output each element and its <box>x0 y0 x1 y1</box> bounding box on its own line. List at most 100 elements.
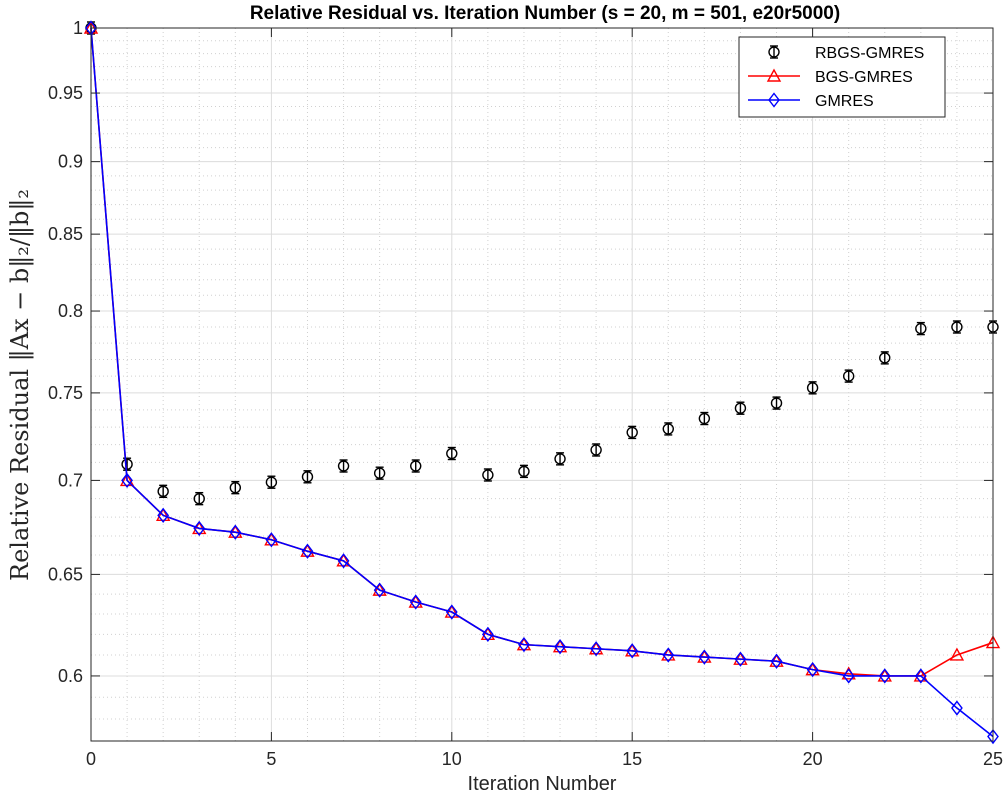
data-point-rbgs-gmres <box>879 351 891 365</box>
data-point-gmres <box>481 626 494 642</box>
data-point-gmres <box>626 643 639 659</box>
data-point-gmres <box>734 651 747 667</box>
circle-marker <box>157 485 169 498</box>
circle-marker <box>662 423 674 435</box>
data-point-rbgs-gmres <box>337 459 350 473</box>
circle-marker <box>879 352 891 364</box>
axes-box <box>90 27 994 742</box>
data-point-rbgs-gmres <box>842 369 855 383</box>
data-point-rbgs-gmres <box>482 468 494 482</box>
y-tick-label: 0.7 <box>58 470 83 490</box>
data-point-bgs-gmres <box>119 472 135 487</box>
x-tick-label: 20 <box>803 749 823 769</box>
data-point-gmres <box>445 604 458 620</box>
data-point-rbgs-gmres <box>734 401 747 415</box>
data-point-rbgs-gmres <box>121 457 133 471</box>
y-tick-label: 0.9 <box>58 152 83 172</box>
data-point-gmres <box>951 700 963 716</box>
x-tick-label: 5 <box>266 749 276 769</box>
data-point-rbgs-gmres <box>301 470 314 484</box>
data-series <box>83 20 1001 745</box>
data-point-gmres <box>987 728 999 745</box>
data-point-rbgs-gmres <box>662 422 674 436</box>
legend-marker <box>768 45 780 59</box>
legend-marker <box>766 68 782 82</box>
data-point-gmres <box>842 668 855 684</box>
x-tick-label: 25 <box>983 749 1003 769</box>
circle-marker <box>554 453 566 465</box>
legend-marker <box>768 92 780 108</box>
y-tick-label: 0.85 <box>48 224 83 244</box>
legend-label: RBGS-GMRES <box>815 45 924 62</box>
legend-item-rbgs-gmres: RBGS-GMRES <box>768 45 924 62</box>
circle-marker <box>734 402 747 414</box>
circle-marker <box>842 370 855 382</box>
y-tick-label: 0.8 <box>58 301 83 321</box>
data-point-gmres <box>373 582 386 598</box>
circle-marker <box>951 321 963 333</box>
data-point-rbgs-gmres <box>446 446 458 461</box>
data-point-gmres <box>878 668 891 684</box>
circle-marker <box>768 46 780 58</box>
data-point-rbgs-gmres <box>626 425 638 440</box>
data-point-rbgs-gmres <box>806 381 819 395</box>
data-point-gmres <box>301 543 314 559</box>
plot-background <box>91 28 993 741</box>
y-tick-label: 0.75 <box>48 383 83 403</box>
data-point-gmres <box>698 649 711 665</box>
legend-item-bgs-gmres: BGS-GMRES <box>748 68 913 86</box>
x-axis-label: Iteration Number <box>468 773 617 795</box>
circle-marker <box>626 426 638 439</box>
x-tick-label: 0 <box>86 749 96 769</box>
data-point-rbgs-gmres <box>518 464 530 479</box>
circle-marker <box>482 469 494 481</box>
legend: RBGS-GMRES BGS-GMRES GMRES <box>738 36 946 118</box>
series-line-gmres <box>90 27 994 738</box>
data-point-bgs-gmres <box>155 507 171 522</box>
data-point-bgs-gmres <box>372 582 387 596</box>
data-point-gmres <box>157 507 170 523</box>
circle-marker <box>518 465 530 478</box>
circle-marker <box>229 481 242 494</box>
legend-item-gmres: GMRES <box>748 92 874 110</box>
data-point-rbgs-gmres <box>265 475 278 489</box>
data-point-rbgs-gmres <box>193 491 205 506</box>
y-tick-label: 0.95 <box>48 83 83 103</box>
data-point-rbgs-gmres <box>229 480 242 495</box>
data-point-gmres <box>518 636 530 653</box>
data-point-gmres <box>337 553 350 569</box>
data-point-rbgs-gmres <box>157 484 169 499</box>
circle-marker <box>806 382 819 394</box>
data-point-rbgs-gmres <box>770 396 783 410</box>
circle-marker <box>410 460 422 472</box>
data-point-gmres <box>265 532 278 548</box>
data-point-bgs-gmres <box>480 626 496 641</box>
data-point-gmres <box>229 524 242 540</box>
data-point-rbgs-gmres <box>410 459 422 473</box>
y-axis-label: Relative Residual ‖Ax − b‖₂/‖b‖₂ <box>6 189 35 581</box>
data-point-gmres <box>554 639 566 655</box>
x-tick-label: 15 <box>622 749 642 769</box>
circle-marker <box>301 471 314 483</box>
data-point-rbgs-gmres <box>554 452 566 466</box>
x-tick-label: 10 <box>442 749 462 769</box>
data-point-gmres <box>121 472 133 489</box>
series-rbgs-gmres <box>85 21 999 506</box>
circle-marker <box>265 476 278 488</box>
circle-marker <box>770 397 783 409</box>
data-point-rbgs-gmres <box>951 320 963 334</box>
y-tick-label: 1 <box>73 18 83 38</box>
data-point-gmres <box>193 520 206 537</box>
circle-marker <box>446 447 458 460</box>
circle-marker <box>193 492 205 505</box>
data-point-rbgs-gmres <box>373 466 386 480</box>
data-point-rbgs-gmres <box>590 443 602 457</box>
data-point-gmres <box>662 647 675 663</box>
data-point-rbgs-gmres <box>698 411 711 426</box>
data-point-gmres <box>409 594 422 610</box>
series-gmres <box>85 20 999 745</box>
data-point-gmres <box>770 653 783 669</box>
